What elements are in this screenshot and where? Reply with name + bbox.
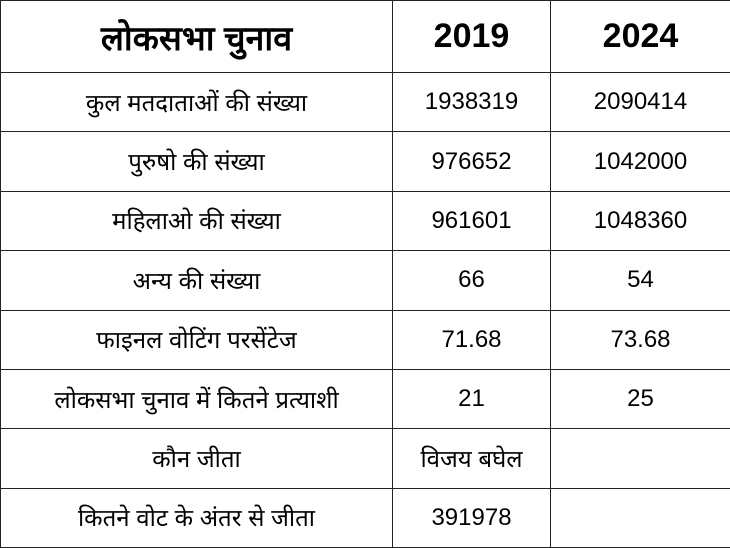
value-cell: 1042000: [550, 131, 730, 192]
row-label: कुल मतदाताओं की संख्या: [0, 71, 393, 133]
header-cell: 2019: [392, 0, 551, 73]
empty-cell: [550, 487, 730, 548]
value-cell: 21: [392, 368, 551, 430]
row-label: महिलाओ की संख्या: [0, 190, 393, 252]
value-cell: 961601: [392, 190, 551, 252]
value-cell: विजय बघेल: [392, 428, 551, 489]
header-cell: लोकसभा चुनाव: [0, 0, 393, 73]
value-cell: 73.68: [550, 309, 730, 370]
table-row: फाइनल वोटिंग परसेंटेज 71.68 73.68: [0, 309, 730, 370]
value-cell: 391978: [392, 487, 551, 548]
table-row: लोकसभा चुनाव में कितने प्रत्याशी 21 25: [0, 368, 730, 430]
header-cell: 2024: [550, 0, 730, 73]
empty-cell: [550, 428, 730, 489]
value-cell: 2090414: [550, 71, 730, 133]
value-cell: 25: [550, 368, 730, 430]
table-row: कौन जीता विजय बघेल: [0, 428, 730, 489]
value-cell: 1048360: [550, 190, 730, 252]
row-label: कौन जीता: [0, 428, 393, 489]
table-row: कितने वोट के अंतर से जीता 391978: [0, 487, 730, 548]
row-label: कितने वोट के अंतर से जीता: [0, 487, 393, 548]
table-row: अन्य की संख्या 66 54: [0, 250, 730, 311]
value-cell: 54: [550, 250, 730, 311]
value-cell: 71.68: [392, 309, 551, 370]
value-cell: 1938319: [392, 71, 551, 133]
table-row: कुल मतदाताओं की संख्या 1938319 2090414: [0, 71, 730, 133]
table-row: पुरुषो की संख्या 976652 1042000: [0, 131, 730, 192]
row-label: अन्य की संख्या: [0, 250, 393, 311]
table-row: महिलाओ की संख्या 961601 1048360: [0, 190, 730, 252]
header-row: लोकसभा चुनाव 2019 2024: [0, 0, 730, 73]
table-body: कुल मतदाताओं की संख्या 1938319 2090414 पुरु…: [0, 71, 730, 548]
value-cell: 66: [392, 250, 551, 311]
row-label: फाइनल वोटिंग परसेंटेज: [0, 309, 393, 370]
row-label: पुरुषो की संख्या: [0, 131, 393, 192]
row-label: लोकसभा चुनाव में कितने प्रत्याशी: [0, 368, 393, 430]
value-cell: 976652: [392, 131, 551, 192]
